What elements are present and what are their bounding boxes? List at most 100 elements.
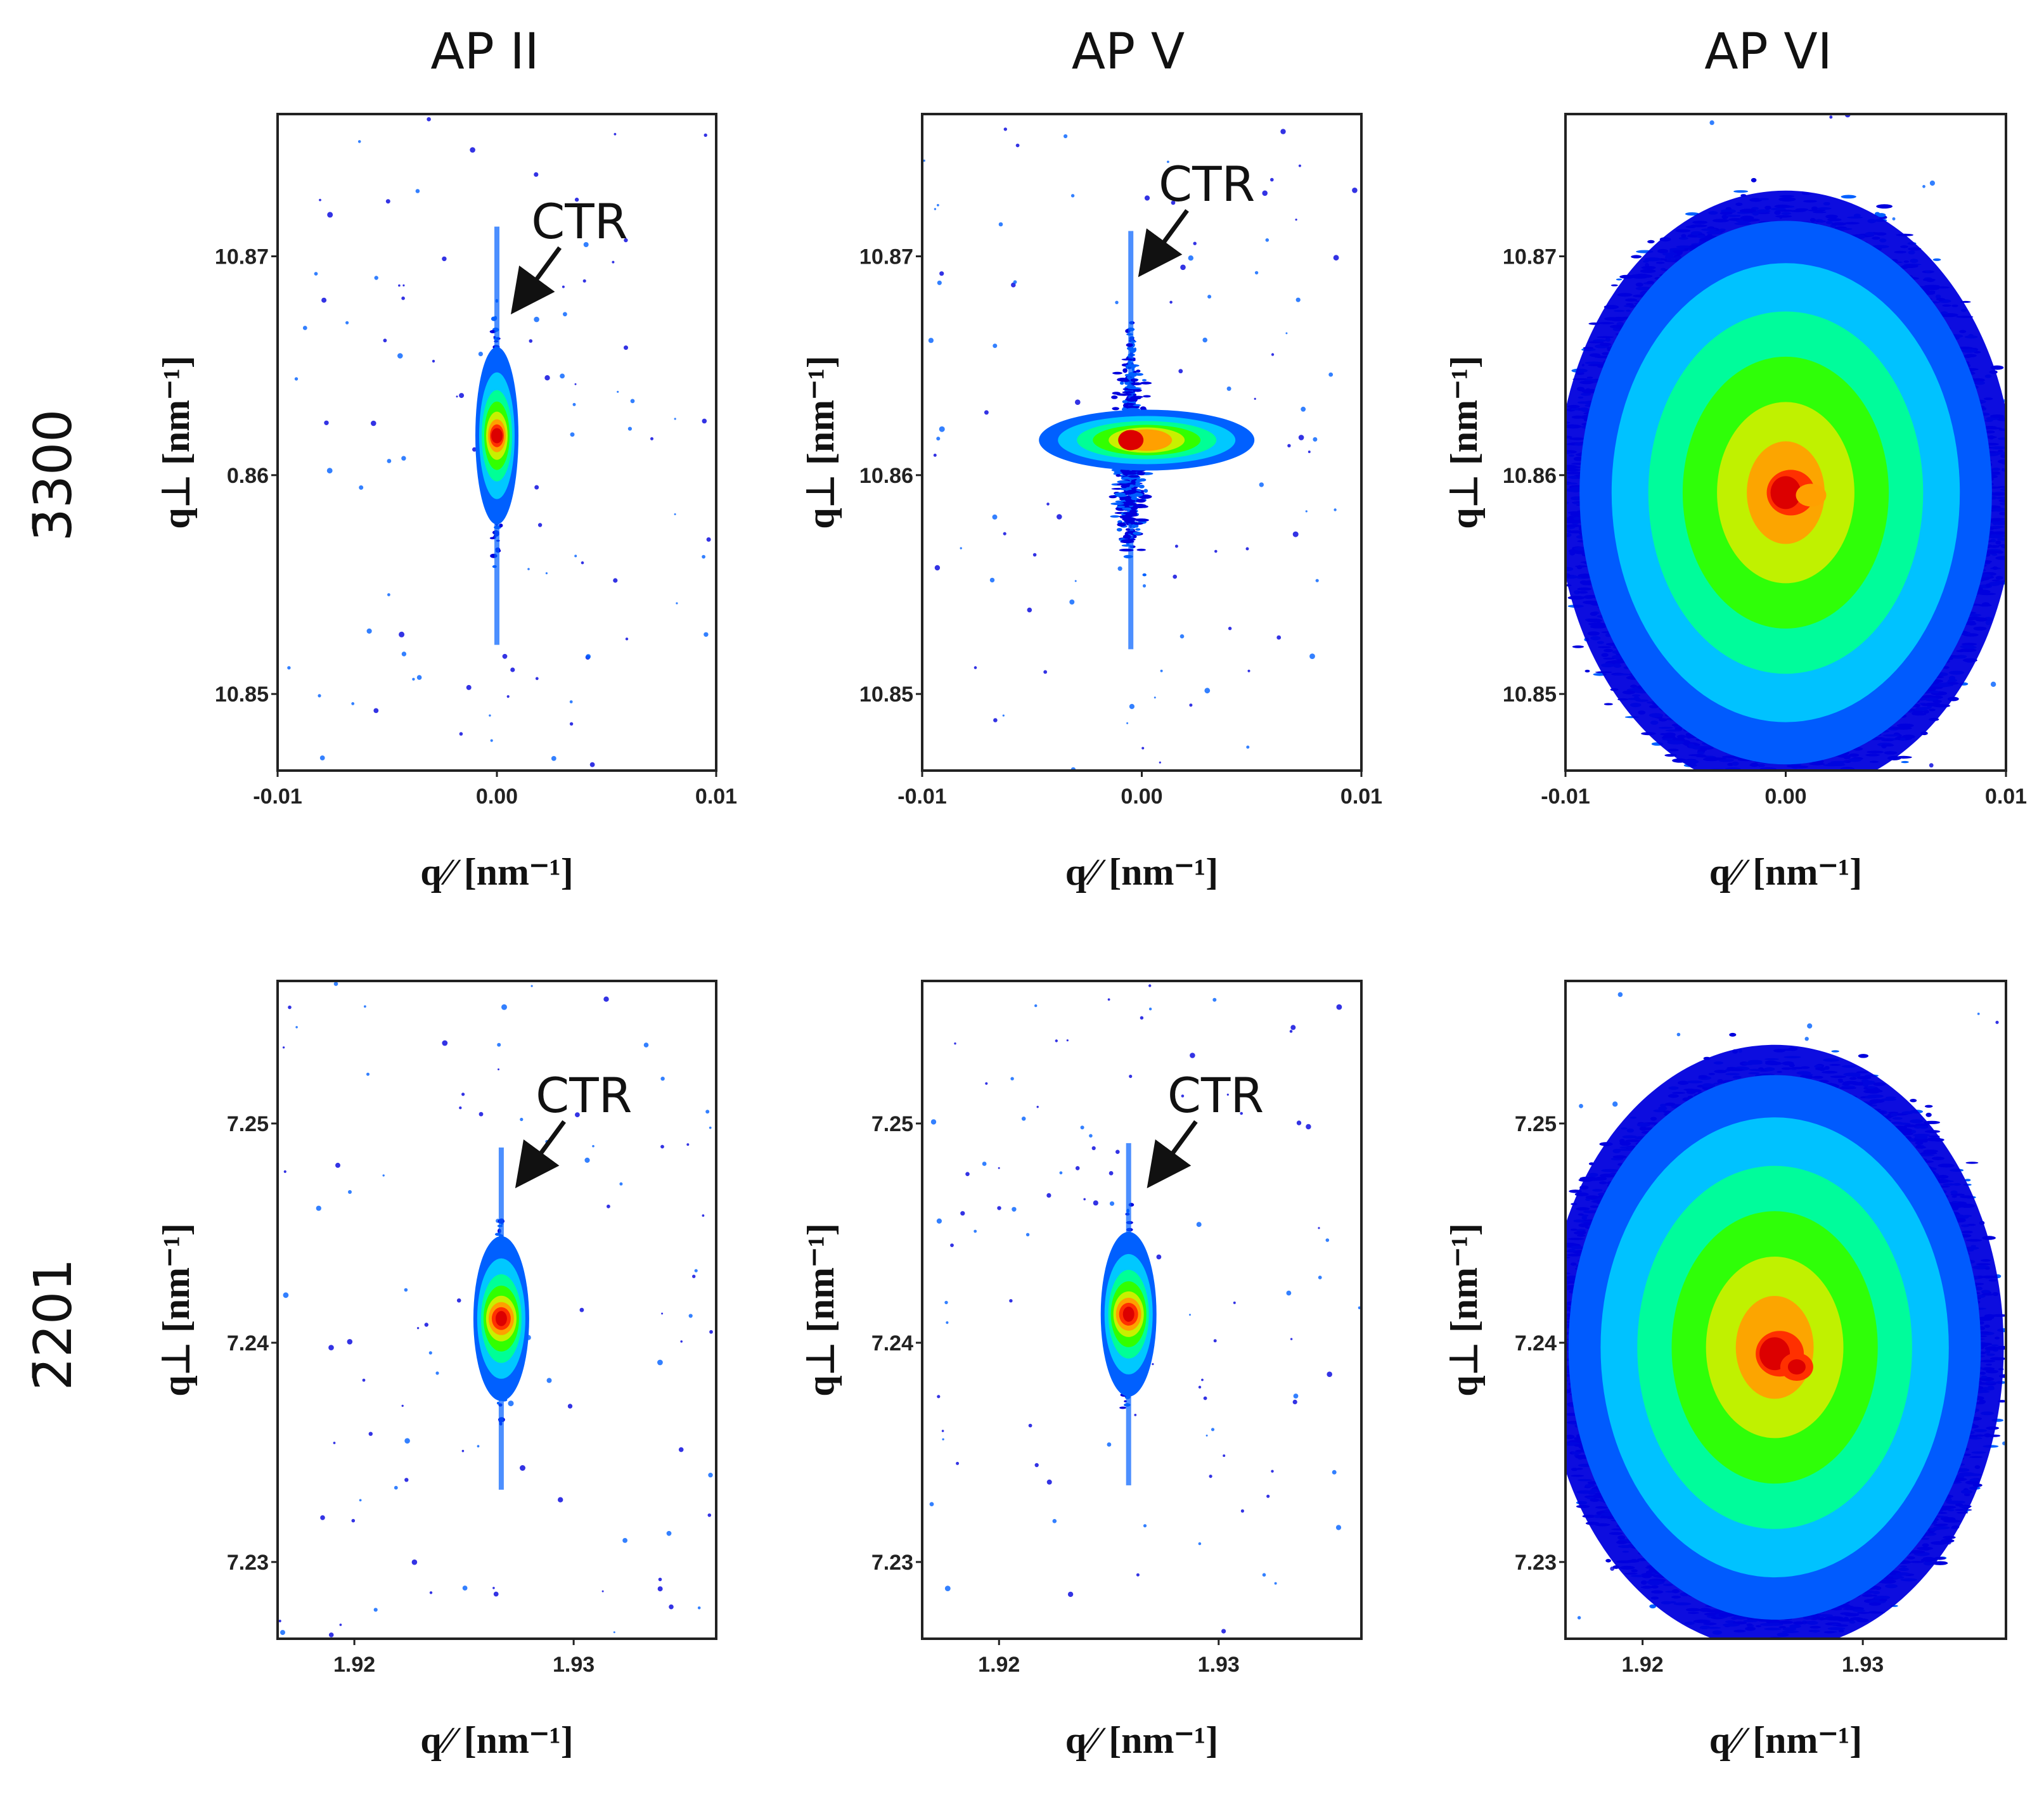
noise-dot xyxy=(613,578,618,583)
noise-dot xyxy=(1829,115,1833,119)
noise-dot xyxy=(937,1395,941,1399)
noise-dot xyxy=(1043,670,1048,674)
heatmap-cell xyxy=(1820,776,1827,779)
noise-dot xyxy=(680,1340,683,1343)
noise-dot xyxy=(956,1461,960,1465)
heatmap-cell xyxy=(1126,528,1131,531)
heatmap-cell xyxy=(1604,703,1613,705)
noise-dot xyxy=(989,577,995,583)
noise-dot xyxy=(1287,444,1291,447)
heatmap-cell xyxy=(1131,506,1138,510)
heatmap-area xyxy=(1565,992,2006,1639)
noise-dot xyxy=(661,1312,664,1315)
noise-dot xyxy=(1228,627,1232,631)
noise-dot xyxy=(1169,300,1173,304)
heatmap-cell xyxy=(1122,477,1135,480)
noise-dot xyxy=(359,1499,362,1502)
heatmap-cell xyxy=(1134,373,1143,376)
noise-dot xyxy=(324,420,329,425)
noise-dot xyxy=(347,1339,353,1345)
noise-dot xyxy=(674,513,676,515)
noise-dot xyxy=(278,1619,281,1623)
noise-dot xyxy=(560,373,565,379)
noise-dot xyxy=(1929,763,1934,768)
noise-dot xyxy=(368,1432,373,1436)
noise-dot xyxy=(1136,1573,1140,1577)
y-tick-label: 7.24 xyxy=(227,1331,269,1355)
noise-dot xyxy=(1107,1442,1112,1447)
noise-dot xyxy=(401,296,405,300)
noise-dot xyxy=(1032,553,1037,557)
noise-dot xyxy=(1332,1470,1337,1475)
noise-dot xyxy=(387,593,390,596)
heatmap-cell xyxy=(1751,772,1759,776)
noise-dot xyxy=(1286,1290,1292,1296)
y-tick-label: 7.23 xyxy=(227,1551,269,1575)
y-axis-label: q⊥ [nm⁻¹] xyxy=(800,356,842,529)
noise-dot xyxy=(974,666,977,669)
noise-dot xyxy=(544,375,550,381)
noise-dot xyxy=(1034,1004,1038,1008)
heatmap-cell xyxy=(1110,515,1120,518)
noise-dot xyxy=(282,1046,285,1049)
noise-dot xyxy=(1280,129,1286,134)
heatmap-cell xyxy=(1136,499,1146,503)
noise-dot xyxy=(709,1126,712,1129)
heatmap-cell xyxy=(1572,645,1584,648)
noise-dot xyxy=(1617,992,1623,997)
noise-dot xyxy=(321,297,327,303)
noise-dot xyxy=(1233,1301,1236,1304)
plot-frame xyxy=(921,980,1363,1640)
noise-dot xyxy=(937,280,942,285)
heatmap-cell xyxy=(1723,774,1739,779)
heatmap-area xyxy=(278,982,713,1637)
noise-dot xyxy=(1198,1385,1202,1389)
noise-dot xyxy=(1181,1094,1185,1098)
annotation-ctr: CTR xyxy=(531,193,627,250)
annotation-arrow xyxy=(515,1120,566,1189)
y-tick-label: 7.23 xyxy=(871,1551,913,1575)
annotation-arrow xyxy=(510,246,562,315)
heatmap-cell xyxy=(1790,780,1806,783)
noise-dot xyxy=(506,695,510,698)
heatmap-cell xyxy=(1820,776,1832,779)
noise-dot xyxy=(401,1404,404,1407)
heatmap-cell xyxy=(1112,392,1121,395)
noise-dot xyxy=(362,1378,366,1382)
heatmap-cell xyxy=(1770,779,1784,782)
heatmap-cell xyxy=(1808,774,1824,778)
noise-dot xyxy=(960,547,962,549)
heatmap-cell xyxy=(1801,779,1815,783)
heatmap-cell xyxy=(1126,490,1136,494)
noise-dot xyxy=(497,1042,501,1047)
noise-dot xyxy=(1309,653,1315,659)
heatmap-cell xyxy=(1128,482,1143,485)
noise-dot xyxy=(923,159,925,162)
noise-dot xyxy=(569,700,573,703)
noise-dot xyxy=(1995,1020,1999,1024)
noise-dot xyxy=(373,1608,378,1612)
heatmap-cell xyxy=(1109,495,1117,499)
heatmap-cell xyxy=(1135,528,1141,531)
noise-dot xyxy=(1298,164,1301,167)
x-axis-label: q∕∕ [nm⁻¹] xyxy=(420,851,573,893)
noise-dot xyxy=(1333,255,1339,261)
plot-frame xyxy=(276,980,717,1640)
heatmap-cell xyxy=(1811,781,1822,785)
peak-maximum xyxy=(1122,1306,1134,1322)
heatmap-cell xyxy=(1136,369,1141,373)
noise-dot xyxy=(1676,1032,1681,1037)
annotation-arrow xyxy=(1138,209,1189,278)
noise-dot xyxy=(492,1587,495,1589)
noise-dot xyxy=(316,1205,321,1211)
noise-dot xyxy=(374,276,378,280)
noise-dot xyxy=(1221,1629,1226,1634)
noise-dot xyxy=(288,1005,292,1009)
heatmap-cell xyxy=(1124,501,1131,506)
heatmap-cell xyxy=(1124,374,1130,376)
noise-dot xyxy=(581,561,584,565)
noise-dot xyxy=(928,338,934,343)
heatmap-cell xyxy=(1559,399,1565,402)
